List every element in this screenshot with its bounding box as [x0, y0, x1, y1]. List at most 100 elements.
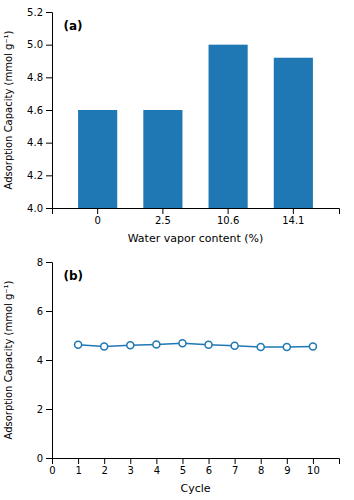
y-axis: 4.0 4.2 4.4 4.6 4.8 5.0 5.2: [27, 7, 52, 214]
tick-mark: [46, 409, 52, 410]
tick-label: 2.5: [155, 215, 171, 226]
tick: 4.8: [27, 72, 52, 83]
tick-mark: [209, 458, 210, 464]
tick-label: 14.1: [282, 215, 304, 226]
tick-label: 5: [180, 465, 186, 476]
tick: 2: [37, 404, 52, 415]
tick-label: 0: [94, 215, 100, 226]
tick: 10: [307, 458, 320, 476]
tick: 7: [232, 458, 238, 476]
tick-label: 4.0: [27, 203, 43, 214]
tick: 6: [37, 306, 52, 317]
tick-mark: [182, 458, 183, 464]
line: [78, 343, 313, 347]
point: [283, 344, 290, 351]
tick-mark: [46, 458, 52, 459]
tick-mark: [46, 360, 52, 361]
tick-mark: [287, 458, 288, 464]
tick: 8: [258, 458, 264, 476]
tick: 6: [206, 458, 212, 476]
tick-mark: [46, 12, 52, 13]
point: [179, 340, 186, 347]
tick-label: 4: [154, 465, 160, 476]
tick-mark: [78, 458, 79, 464]
tick-mark: [46, 262, 52, 263]
x-axis: 0 1 2 3 4 5 6 7 8 9 10: [49, 458, 339, 476]
tick: 4.0: [27, 203, 52, 214]
tick-mark: [162, 208, 163, 214]
tick: 2: [101, 458, 107, 476]
tick-mark: [97, 208, 98, 214]
tick: 5.0: [27, 39, 52, 50]
tick-label: 7: [232, 465, 238, 476]
axis-line: [53, 209, 340, 215]
axis-line: [53, 459, 340, 465]
tick-mark: [130, 458, 131, 464]
tick-label: 1: [75, 465, 81, 476]
bar: [209, 45, 248, 208]
tick-label: 3: [128, 465, 134, 476]
tick-label: 6: [206, 465, 212, 476]
tick-mark: [46, 77, 52, 78]
tick: 0: [49, 458, 55, 476]
tick-mark: [46, 311, 52, 312]
tick-mark: [46, 110, 52, 111]
tick-label: 9: [284, 465, 290, 476]
tick-mark: [46, 45, 52, 46]
tick-mark: [228, 208, 229, 214]
tick-label: 8: [258, 465, 264, 476]
axis-line: [46, 263, 53, 459]
bar: [274, 58, 313, 208]
point: [153, 341, 160, 348]
marks: [78, 45, 313, 208]
tick: 2.5: [155, 208, 171, 226]
tick: 4: [37, 355, 52, 366]
panel-label: (a): [63, 19, 82, 33]
tick-label: 10: [307, 465, 320, 476]
tick: 4.4: [27, 137, 52, 148]
panel-label: (b): [63, 269, 83, 283]
tick: 14.1: [282, 208, 304, 226]
panel: 0 1 2 3 4 5 6 7 8 9 10 0 2 4 6 8 Cycle Adsorption Capacit…: [3, 257, 340, 495]
panel: 0 2.5 10.6 14.1 4.0 4.2 4.4 4.6 4.8 5.0 5.2 Water v…: [3, 7, 340, 245]
point: [257, 344, 264, 351]
tick-label: 6: [37, 306, 43, 317]
tick-label: 2: [37, 404, 43, 415]
tick-label: 5.0: [27, 39, 43, 50]
x-axis-title: Water vapor content (%): [128, 232, 264, 245]
x-axis: 0 2.5 10.6 14.1: [53, 208, 340, 226]
tick-label: 5.2: [27, 7, 43, 18]
tick-label: 4.2: [27, 170, 43, 181]
tick: 0: [37, 453, 52, 464]
tick-label: 8: [37, 257, 43, 268]
tick-label: 10.6: [217, 215, 239, 226]
y-axis-title: Adsorption Capacity (mmol g⁻¹): [3, 280, 14, 439]
x-axis-title: Cycle: [180, 482, 210, 495]
bar: [78, 110, 117, 208]
tick-mark: [46, 208, 52, 209]
tick: 5: [180, 458, 186, 476]
point: [75, 341, 82, 348]
y-axis-title: Adsorption Capacity (mmol g⁻¹): [3, 30, 14, 189]
tick-mark: [261, 458, 262, 464]
tick: 10.6: [217, 208, 239, 226]
tick-label: 2: [101, 465, 107, 476]
tick: 4.6: [27, 105, 52, 116]
point: [127, 342, 134, 349]
axis-line: [46, 13, 53, 209]
point: [309, 343, 316, 350]
tick: 8: [37, 257, 52, 268]
tick-label: 4: [37, 355, 43, 366]
tick-mark: [156, 458, 157, 464]
figure: 0 2.5 10.6 14.1 4.0 4.2 4.4 4.6 4.8 5.0 5.2 Water v…: [0, 0, 354, 500]
point: [101, 343, 108, 350]
tick-mark: [104, 458, 105, 464]
tick: 3: [128, 458, 134, 476]
bar: [143, 110, 182, 208]
tick-mark: [293, 208, 294, 214]
tick-label: 4.6: [27, 105, 43, 116]
tick-label: 0: [49, 465, 55, 476]
tick-label: 4.4: [27, 137, 43, 148]
tick-mark: [235, 458, 236, 464]
tick: 4.2: [27, 170, 52, 181]
